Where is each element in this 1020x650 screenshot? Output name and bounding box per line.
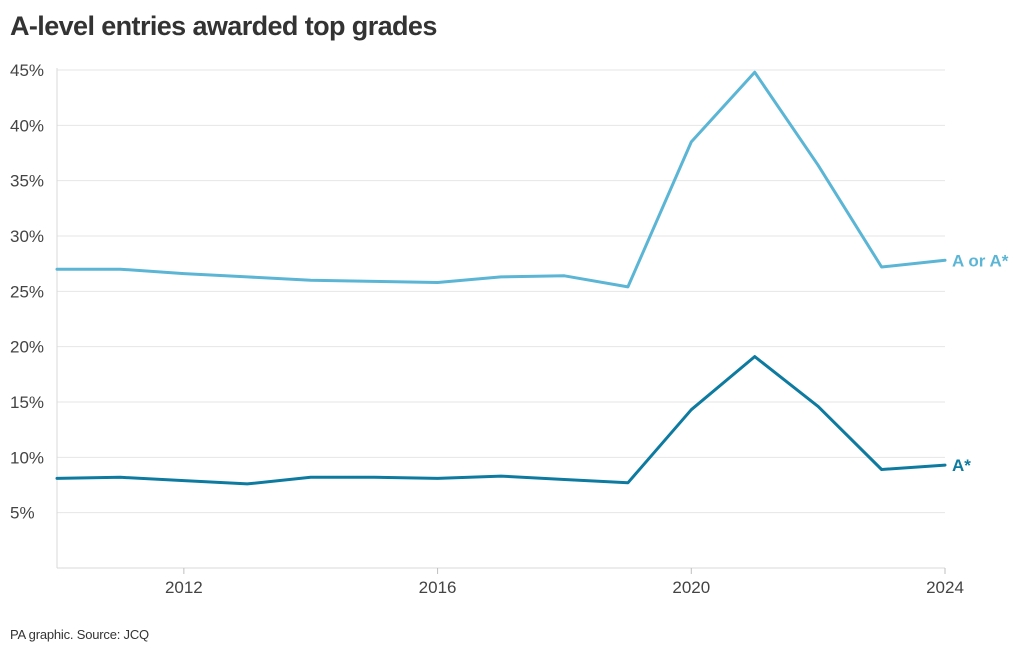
x-tick-label: 2016 xyxy=(419,578,457,597)
series-label: A* xyxy=(952,456,971,475)
y-tick-label: 5% xyxy=(10,504,35,523)
y-tick-label: 30% xyxy=(10,227,44,246)
chart-title: A-level entries awarded top grades xyxy=(10,11,437,41)
y-tick-label: 40% xyxy=(10,116,44,135)
series-labels: A or A* A* xyxy=(952,251,1009,475)
axes xyxy=(56,68,945,569)
y-tick-label: 25% xyxy=(10,282,44,301)
y-tick-label: 35% xyxy=(10,172,44,191)
y-tick-label: 20% xyxy=(10,338,44,357)
series-lines xyxy=(55,70,947,486)
gridlines xyxy=(57,69,945,514)
y-tick-label: 10% xyxy=(10,448,44,467)
x-tick-label: 2024 xyxy=(926,578,964,597)
x-tick-label: 2020 xyxy=(672,578,710,597)
series-label: A or A* xyxy=(952,251,1009,270)
x-tick-label: 2012 xyxy=(165,578,203,597)
y-tick-label: 45% xyxy=(10,61,44,80)
series-line-0 xyxy=(55,70,947,289)
y-axis-ticks: 5% 10% 15% 20% 25% 30% 35% 40% 45% xyxy=(10,61,44,523)
source-note: PA graphic. Source: JCQ xyxy=(10,627,149,642)
y-tick-label: 15% xyxy=(10,393,44,412)
x-axis-ticks: 2012 2016 2020 2024 xyxy=(165,568,964,597)
series-line-1 xyxy=(55,355,947,486)
